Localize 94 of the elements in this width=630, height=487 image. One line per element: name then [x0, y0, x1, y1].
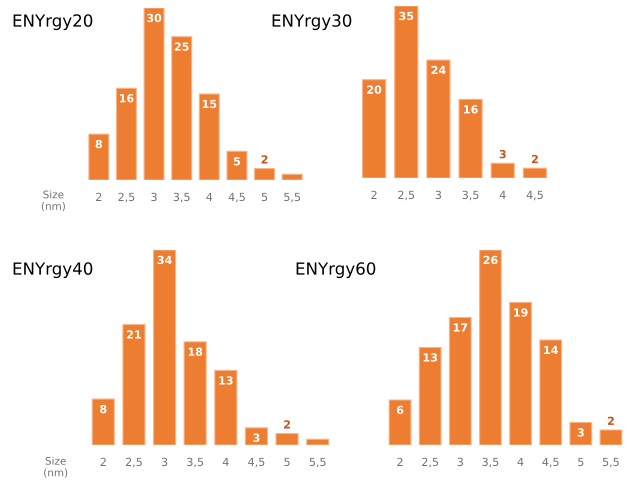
bar [122, 324, 146, 445]
bar [275, 432, 299, 445]
bar [490, 162, 515, 178]
data-label: 16 [120, 94, 134, 102]
x-tick-label: 4 [222, 458, 229, 466]
x-tick-label: 3 [458, 458, 463, 466]
data-label: 20 [367, 85, 382, 94]
x-tick-label: 4,5 [526, 190, 543, 200]
bar [458, 98, 483, 178]
data-label: 2 [284, 420, 290, 428]
bar [88, 134, 110, 180]
x-tick-label: 5,5 [310, 458, 326, 468]
data-label: 5 [234, 157, 240, 166]
data-label: 13 [424, 353, 438, 362]
bar [388, 399, 412, 445]
bar [539, 339, 562, 445]
bar [362, 79, 386, 178]
x-axis-title: Size (nm) [42, 190, 65, 212]
x-tick-label: 2 [397, 458, 402, 466]
x-tick-label: 4,5 [228, 192, 245, 202]
x-tick-label: 3 [162, 458, 168, 466]
x-tick-label: 5,5 [284, 192, 300, 202]
bar [509, 302, 532, 445]
bar [569, 422, 592, 445]
bar [418, 346, 442, 445]
bar [522, 168, 548, 178]
data-label: 8 [100, 404, 106, 414]
x-tick-label: 3 [151, 192, 157, 202]
bar [226, 150, 248, 180]
x-tick-label: 3,5 [482, 458, 498, 468]
data-label: 24 [432, 66, 446, 74]
data-label: 3 [253, 434, 260, 442]
data-label: 18 [188, 348, 202, 356]
bar [198, 93, 220, 180]
bar [254, 168, 276, 180]
data-label: 17 [454, 323, 468, 332]
x-tick-label: 2,5 [118, 192, 134, 202]
data-label: 19 [514, 308, 528, 317]
data-label: 6 [396, 406, 404, 414]
x-tick-label: 3 [436, 190, 442, 200]
x-tick-label: 2 [100, 458, 106, 466]
data-label: 2 [608, 416, 614, 425]
data-label: 3 [500, 150, 506, 158]
data-label: 2 [262, 155, 268, 164]
text: ENYrgy40 [14, 262, 92, 278]
bar [394, 6, 418, 178]
bar [244, 427, 268, 445]
bar [448, 316, 472, 445]
x-tick-label: 4 [206, 192, 212, 201]
x-tick-label: 4 [518, 458, 524, 466]
x-axis-title: Size (nm) [44, 456, 68, 478]
data-label: 25 [174, 42, 189, 51]
bar [116, 88, 137, 180]
data-label: 16 [464, 105, 478, 114]
bar [152, 250, 176, 445]
data-label: 14 [544, 346, 558, 354]
data-label: 30 [147, 14, 162, 22]
bar [184, 341, 207, 445]
x-tick-label: 3,5 [187, 458, 204, 468]
x-tick-label: 2 [371, 190, 377, 199]
bar [214, 370, 238, 445]
bar [600, 429, 622, 445]
data-label: 8 [96, 140, 102, 148]
x-tick-label: 3,5 [462, 190, 478, 200]
x-tick-label: 4,5 [542, 458, 559, 468]
bar [144, 8, 165, 180]
data-label: 26 [484, 256, 498, 264]
x-tick-label: 2 [96, 192, 102, 201]
data-label: 13 [219, 376, 233, 385]
bar [479, 250, 502, 445]
bar [306, 438, 330, 445]
data-label: 35 [399, 12, 414, 20]
data-label: 21 [127, 330, 141, 339]
chart-title: ENYrgy30 [272, 14, 352, 30]
bar [282, 174, 303, 180]
x-tick-label: 2,5 [398, 190, 414, 200]
x-tick-label: 2,5 [126, 458, 142, 468]
bar [92, 398, 115, 445]
x-tick-label: 5 [284, 458, 290, 466]
x-tick-label: 5 [578, 458, 584, 466]
data-label: 34 [158, 256, 172, 264]
text: ENYrgy60 [296, 262, 376, 278]
chart-title: ENYrgy20 [14, 14, 92, 30]
x-tick-label: 5 [262, 192, 268, 202]
data-label: 3 [578, 428, 584, 437]
x-tick-label: 2,5 [422, 458, 438, 468]
bar [171, 36, 192, 180]
x-tick-label: 5,5 [602, 458, 619, 468]
data-label: 2 [532, 154, 538, 164]
x-tick-label: 3,5 [174, 192, 190, 202]
x-tick-label: 4,5 [248, 458, 264, 468]
x-tick-label: 4 [500, 190, 506, 199]
bar [426, 60, 451, 178]
data-label: 15 [202, 100, 216, 108]
